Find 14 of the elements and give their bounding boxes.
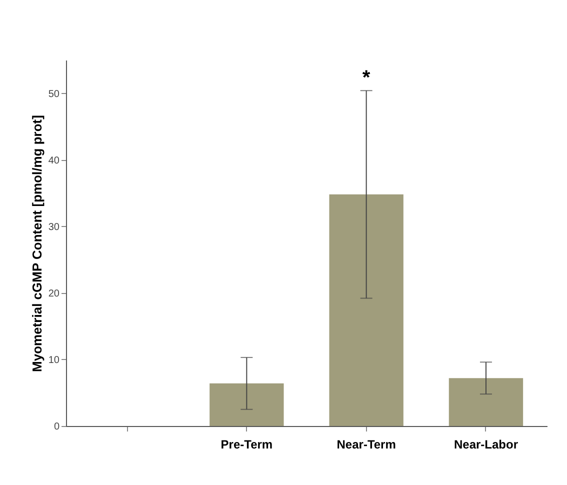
y-tick-label: 30 [48, 222, 60, 233]
y-tick-label: 50 [48, 88, 60, 100]
bar [329, 194, 404, 426]
y-tick-label: 10 [48, 354, 60, 366]
x-tick-label: Pre-Term [220, 438, 273, 452]
bar [448, 378, 524, 426]
y-tick-label: 20 [48, 288, 60, 300]
x-tick-label: Near-Labor [454, 438, 518, 452]
annotation: * [362, 66, 370, 89]
x-tick-label: Near-Term [336, 438, 396, 452]
bar [210, 383, 284, 426]
y-tick-label: 40 [48, 155, 60, 166]
y-tick-label: 0 [54, 422, 60, 432]
y-axis-title: Myometrial cGMP Content [pmol/mg prot] [29, 115, 44, 372]
